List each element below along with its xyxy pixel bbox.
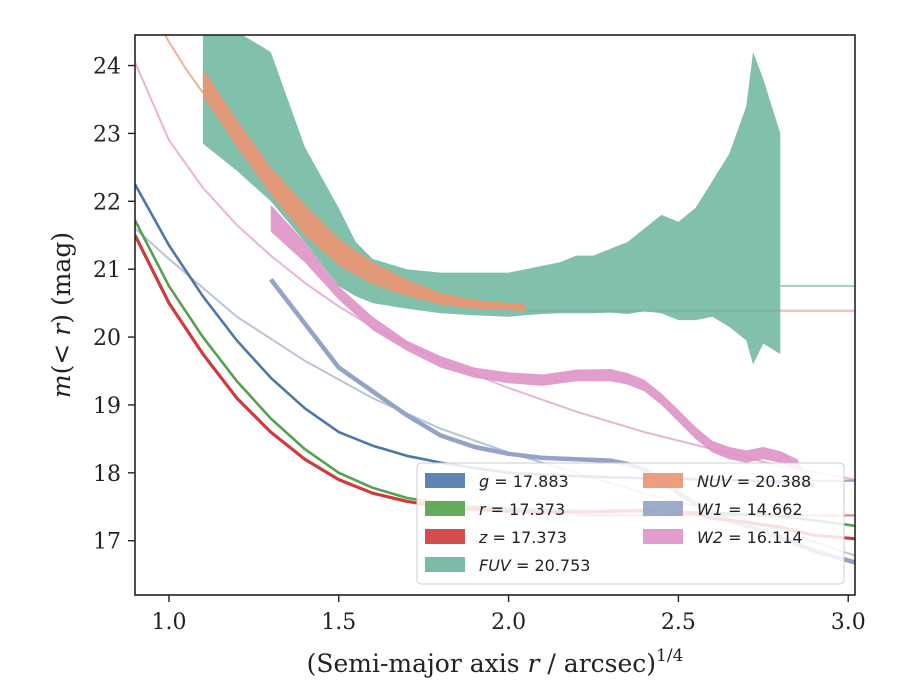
legend-label-r: r = 17.373 — [479, 500, 565, 519]
plot-frame — [134, 34, 856, 596]
x-tick-label: 2.5 — [661, 610, 696, 635]
legend-swatch-W2 — [643, 529, 683, 544]
y-tick-label: 19 — [93, 394, 121, 419]
x-axis-title: (Semi-major axis r / arcsec)1/4 — [307, 646, 684, 678]
legend-label-g: g = 17.883 — [479, 472, 569, 491]
legend-label-NUV: NUV = 20.388 — [697, 472, 811, 491]
legend-label-W2: W2 = 16.114 — [697, 528, 803, 547]
legend-swatch-z — [425, 529, 465, 544]
y-tick-label: 17 — [93, 530, 121, 555]
y-axis: 17 18 19 20 21 22 23 24 — [93, 55, 135, 555]
y-tick-label: 22 — [93, 190, 121, 215]
legend-box — [416, 462, 845, 585]
y-axis-title: m(< r) (mag) — [47, 232, 76, 398]
x-tick-label: 2.0 — [491, 610, 526, 635]
x-tick-label: 1.5 — [321, 610, 356, 635]
legend: g = 17.883 r = 17.373 z = 17.373 FUV = 20.7… — [416, 462, 845, 585]
legend-swatch-W1 — [643, 501, 683, 516]
legend-swatch-FUV — [425, 557, 465, 572]
x-axis: 1.0 1.5 2.0 2.5 3.0 — [151, 595, 866, 635]
series-band-W2 — [270, 204, 815, 490]
y-tick-label: 23 — [93, 122, 121, 147]
legend-swatch-NUV — [643, 473, 683, 488]
legend-swatch-g — [425, 473, 465, 488]
x-tick-label: 1.0 — [151, 610, 186, 635]
legend-label-W1: W1 = 14.662 — [697, 500, 803, 519]
legend-label-z: z = 17.373 — [478, 528, 567, 547]
y-tick-label: 21 — [93, 258, 121, 283]
x-tick-label: 3.0 — [831, 610, 866, 635]
series-band-FUV — [202, 35, 781, 365]
y-tick-label: 18 — [93, 462, 121, 487]
legend-label-FUV: FUV = 20.753 — [479, 556, 590, 575]
legend-swatch-r — [425, 501, 465, 516]
y-tick-label: 20 — [93, 326, 121, 351]
series-band-NUV — [202, 68, 526, 312]
model-curve-NUV-model — [163, 35, 204, 94]
y-tick-label: 24 — [93, 55, 121, 80]
